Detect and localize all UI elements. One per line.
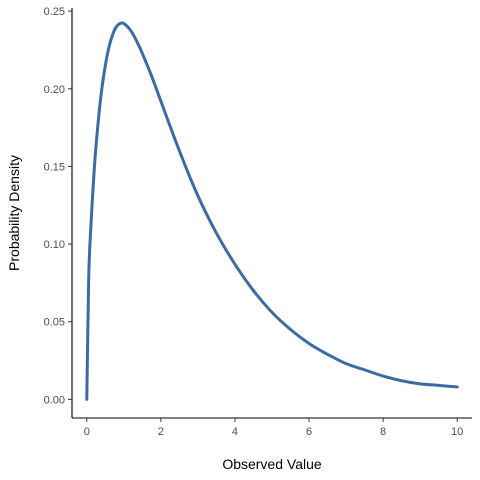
x-tick-label: 2	[158, 426, 164, 438]
y-tick-label: 0.10	[44, 239, 65, 251]
y-axis-title: Probability Density	[6, 155, 22, 271]
series-layer	[85, 21, 459, 401]
ticks-layer: 0 2 4 6 8 10 0.00 0.05 0.10 0.15 0.20 0.25	[44, 6, 464, 438]
axes-layer	[71, 8, 472, 419]
x-tick-label: 0	[84, 426, 90, 438]
density-curve	[85, 21, 459, 401]
x-axis-title: Observed Value	[222, 456, 322, 472]
x-tick-label: 8	[380, 426, 386, 438]
y-tick-label: 0.20	[44, 84, 65, 96]
y-tick-label: 0.25	[44, 6, 65, 18]
y-tick-label: 0.00	[44, 394, 65, 406]
y-tick-label: 0.05	[44, 317, 65, 329]
x-tick-label: 10	[451, 426, 463, 438]
x-tick-label: 6	[306, 426, 312, 438]
y-tick-label: 0.15	[44, 161, 65, 173]
x-tick-label: 4	[232, 426, 238, 438]
